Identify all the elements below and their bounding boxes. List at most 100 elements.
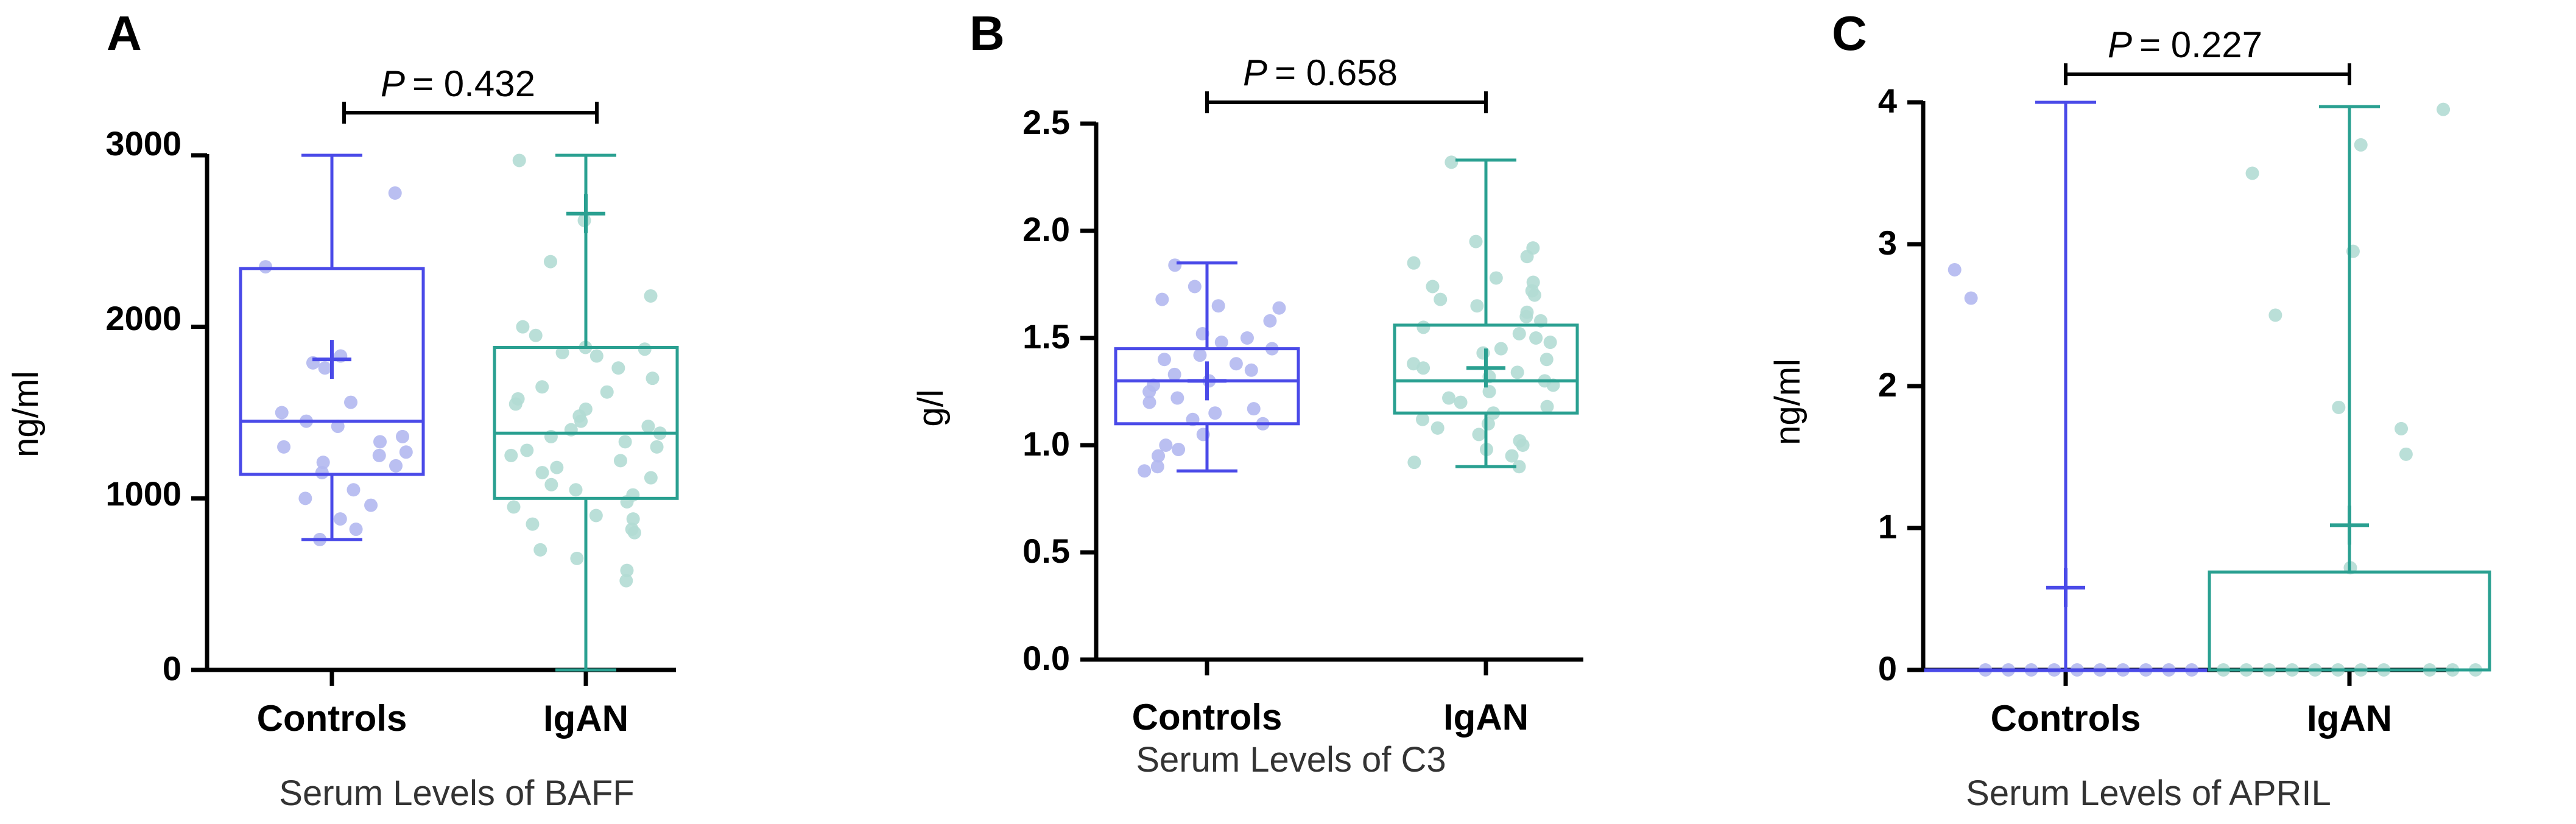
category-label-controls: Controls bbox=[257, 698, 407, 739]
data-point-igan bbox=[555, 345, 569, 359]
y-tick-label: 1.5 bbox=[1022, 317, 1070, 356]
data-point-controls bbox=[364, 498, 378, 512]
category-label-controls: Controls bbox=[1132, 697, 1283, 738]
data-point-controls bbox=[1964, 291, 1978, 305]
data-point-controls bbox=[1272, 301, 1286, 315]
data-point-igan bbox=[1505, 449, 1519, 463]
data-point-igan bbox=[1445, 155, 1459, 169]
data-point-controls bbox=[333, 512, 347, 526]
data-point-controls bbox=[1167, 367, 1181, 381]
data-point-controls bbox=[1188, 280, 1202, 294]
data-point-controls bbox=[389, 459, 403, 473]
data-point-igan bbox=[650, 440, 664, 454]
data-point-igan bbox=[535, 380, 549, 394]
panel-c-april: C ng/ml Serum Levels of APRIL Controls I… bbox=[1768, 6, 2491, 813]
plot-marks bbox=[1907, 63, 2491, 686]
box-igan bbox=[493, 345, 679, 500]
x-axis-label: Serum Levels of BAFF bbox=[279, 773, 634, 813]
data-point-igan bbox=[1520, 250, 1534, 264]
data-point-controls bbox=[1168, 258, 1182, 272]
data-point-igan bbox=[646, 372, 660, 386]
p-value: = 0.227 bbox=[2139, 24, 2262, 65]
data-point-igan bbox=[543, 255, 557, 269]
y-axis-label: ng/ml bbox=[1768, 359, 1807, 445]
data-point-igan bbox=[509, 397, 523, 411]
data-point-controls bbox=[277, 440, 291, 454]
data-point-controls bbox=[1211, 299, 1225, 313]
data-point-igan bbox=[1482, 385, 1496, 398]
y-tick-label: 1.0 bbox=[1022, 424, 1070, 463]
data-point-controls bbox=[395, 429, 409, 443]
data-point-igan bbox=[626, 512, 640, 526]
data-point-controls bbox=[1142, 395, 1156, 409]
data-point-controls bbox=[1170, 391, 1184, 405]
data-point-igan bbox=[618, 435, 632, 449]
data-point-igan bbox=[600, 385, 614, 399]
data-point-controls bbox=[1948, 262, 1962, 276]
data-point-igan bbox=[589, 349, 604, 363]
data-point-controls bbox=[331, 420, 345, 434]
p-symbol: P bbox=[381, 63, 405, 104]
data-point-controls bbox=[1240, 331, 1254, 345]
data-point-igan bbox=[644, 471, 658, 485]
y-axis-label: ng/ml bbox=[6, 371, 46, 457]
data-point-igan bbox=[1543, 336, 1557, 350]
p-symbol: P bbox=[2108, 24, 2132, 65]
data-point-igan bbox=[1512, 460, 1526, 474]
data-point-controls bbox=[1138, 464, 1152, 478]
data-point-controls bbox=[1157, 353, 1171, 367]
data-point-igan bbox=[1416, 361, 1431, 375]
data-point-igan bbox=[2354, 138, 2368, 152]
data-point-igan bbox=[1407, 456, 1421, 470]
data-point-igan bbox=[2395, 421, 2409, 435]
data-point-igan bbox=[638, 342, 652, 356]
y-axis-label: g/l bbox=[911, 389, 951, 426]
panel-a-baff: A ng/ml Serum Levels of BAFF Controls Ig… bbox=[6, 6, 679, 813]
data-point-igan bbox=[1470, 299, 1484, 313]
panel-letter: A bbox=[107, 6, 142, 60]
data-point-controls bbox=[372, 448, 386, 462]
data-point-controls bbox=[399, 445, 413, 459]
p-symbol: P bbox=[1243, 52, 1267, 93]
plot-marks bbox=[1080, 91, 1583, 675]
data-point-controls bbox=[1155, 292, 1169, 306]
p-value: = 0.658 bbox=[1275, 52, 1398, 93]
data-point-controls bbox=[1263, 314, 1277, 328]
data-point-controls bbox=[1244, 363, 1258, 377]
p-value-annotation: P = 0.227 bbox=[2108, 24, 2262, 65]
y-tick-label: 1 bbox=[1878, 507, 1897, 546]
y-axis-ticks: 0 1000 2000 3000 bbox=[105, 124, 181, 688]
box-igan bbox=[2208, 570, 2491, 672]
y-tick-label: 1000 bbox=[105, 474, 181, 513]
data-point-igan bbox=[516, 320, 530, 334]
data-point-igan bbox=[507, 500, 521, 514]
data-point-igan bbox=[1540, 400, 1554, 414]
data-point-controls bbox=[1152, 449, 1166, 463]
panel-letter: B bbox=[970, 6, 1005, 60]
data-point-controls bbox=[315, 466, 329, 480]
data-point-igan bbox=[1426, 280, 1440, 294]
data-point-igan bbox=[1510, 365, 1524, 379]
y-axis-ticks: 0.0 0.5 1.0 1.5 2.0 2.5 bbox=[1022, 103, 1070, 677]
data-point-controls bbox=[1208, 406, 1222, 420]
y-axis-ticks: 0 1 2 3 4 bbox=[1878, 82, 1897, 688]
data-point-igan bbox=[1469, 234, 1483, 248]
data-point-igan bbox=[504, 448, 518, 462]
data-point-igan bbox=[550, 460, 564, 474]
x-axis-label: Serum Levels of APRIL bbox=[1966, 773, 2331, 813]
data-point-controls bbox=[1159, 438, 1173, 452]
y-tick-label: 2.5 bbox=[1022, 103, 1070, 141]
category-label-igan: IgAN bbox=[543, 698, 628, 739]
data-point-igan bbox=[589, 509, 603, 523]
data-point-igan bbox=[2268, 308, 2282, 322]
data-point-igan bbox=[1431, 421, 1445, 435]
data-point-controls bbox=[318, 361, 332, 375]
y-tick-label: 2000 bbox=[105, 299, 181, 337]
data-point-controls bbox=[1229, 357, 1243, 371]
data-point-controls bbox=[1150, 460, 1164, 474]
data-point-igan bbox=[1442, 391, 1456, 405]
data-point-igan bbox=[1415, 412, 1429, 426]
data-point-controls bbox=[316, 456, 330, 470]
data-point-igan bbox=[529, 328, 543, 342]
